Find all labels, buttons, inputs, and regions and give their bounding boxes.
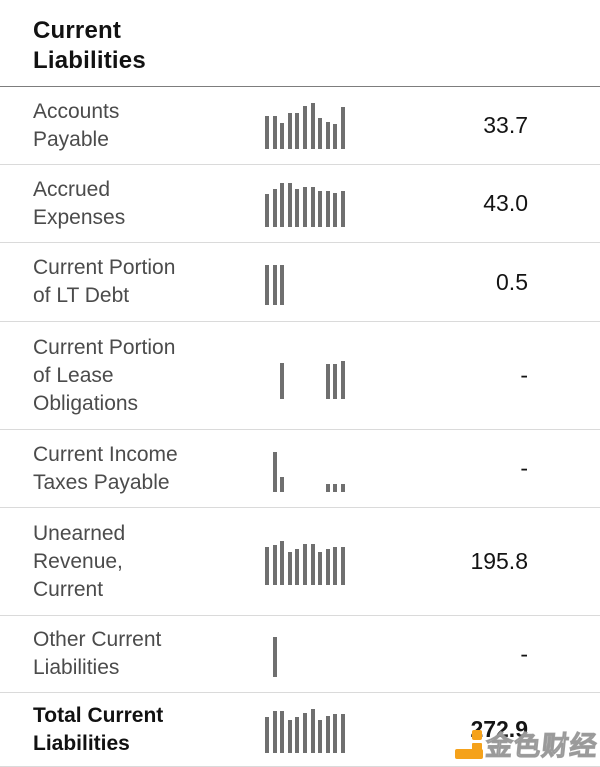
sparkline-bar-chart [265, 102, 345, 149]
row-value: 33.7 [483, 112, 528, 138]
table-row-accounts-payable: Accounts Payable 33.7 [0, 87, 600, 165]
row-label: Accrued Expenses [33, 177, 126, 229]
row-label: Accounts Payable [33, 99, 120, 151]
table-row-accrued-expenses: Accrued Expenses 43.0 [0, 165, 600, 243]
row-label: Current Portion of LT Debt [33, 256, 176, 307]
sparkline-bar-chart [265, 181, 345, 227]
row-value: - [520, 455, 528, 481]
table-row-current-portion-lt-debt: Current Portion of LT Debt 0.5 [0, 243, 600, 322]
row-value: 0.5 [496, 268, 528, 295]
row-value: - [520, 640, 528, 667]
row-label: Current Portion of Lease Obligations [33, 335, 176, 415]
row-label: Other Current Liabilities [33, 628, 162, 679]
page-title: Current Liabilities [33, 17, 146, 74]
table-row-total-current-liabilities: Total Current Liabilities 272.9 [0, 693, 600, 767]
table-header: Current Liabilities [0, 0, 600, 87]
sparkline-bar-chart [265, 631, 345, 677]
sparkline-bar-chart [265, 707, 345, 753]
row-value: 272.9 [470, 716, 528, 742]
row-label: Total Current Liabilities [33, 703, 164, 755]
sparkline-bar-chart [265, 353, 345, 399]
table-row-current-income-taxes-payable: Current Income Taxes Payable - [0, 430, 600, 508]
row-value: 195.8 [470, 548, 528, 574]
row-label: Unearned Revenue, Current [33, 521, 126, 601]
sparkline-bar-chart [265, 446, 345, 492]
sparkline-bar-chart [265, 259, 345, 305]
row-label: Current Income Taxes Payable [33, 442, 178, 494]
table-row-other-current-liabilities: Other Current Liabilities - [0, 616, 600, 693]
sparkline-bar-chart [265, 539, 345, 585]
row-value: - [520, 362, 528, 388]
table-row-unearned-revenue-current: Unearned Revenue, Current 195.8 [0, 508, 600, 616]
row-value: 43.0 [483, 190, 528, 216]
table-row-current-portion-lease-obligations: Current Portion of Lease Obligations - [0, 322, 600, 430]
